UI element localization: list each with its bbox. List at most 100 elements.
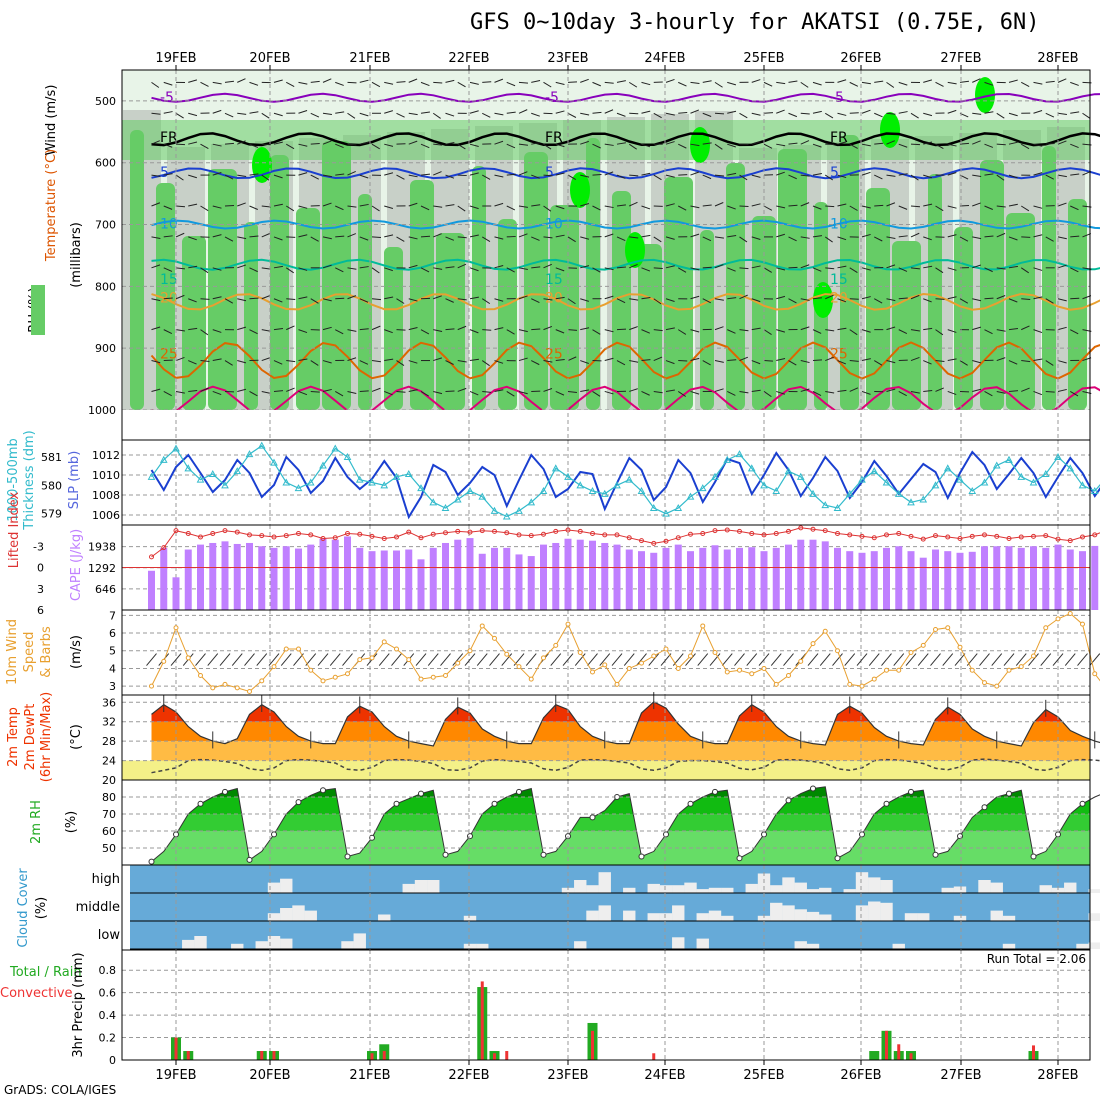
wind-barb	[494, 112, 504, 116]
cape-bar	[981, 546, 988, 610]
wind-barb	[457, 81, 466, 88]
wind-barb	[212, 358, 222, 362]
wind-barb	[825, 356, 834, 362]
cape-bar	[295, 548, 302, 610]
wind-barb	[739, 390, 749, 394]
temp-unit-label: (°C)	[69, 724, 84, 750]
cloud-row-label: middle	[76, 900, 120, 915]
wind-barb	[861, 205, 871, 209]
wind-barb	[1070, 81, 1079, 86]
wind-barb	[175, 205, 186, 208]
wind-barb	[543, 205, 552, 212]
wind-barb	[151, 236, 161, 239]
thickness-point	[662, 509, 670, 517]
wind-barb	[445, 236, 455, 241]
wind10-point	[675, 665, 681, 671]
thickness-point	[1005, 455, 1013, 463]
wind-barb	[714, 326, 724, 331]
wind-barb	[629, 388, 638, 392]
rh-green-region	[954, 227, 973, 410]
cape-bar	[785, 544, 792, 610]
precip-convective-bar	[493, 1053, 496, 1060]
wind-barb	[445, 360, 454, 365]
wind10-point	[528, 676, 534, 682]
cloud-bar-low	[1076, 943, 1089, 949]
wind10-point	[332, 674, 338, 680]
wind10-point	[541, 655, 546, 661]
wind10-point	[847, 681, 853, 687]
wind-barb	[249, 205, 258, 210]
lifted-index-point	[982, 532, 987, 538]
wind-barb	[1008, 141, 1018, 145]
lifted-index-point	[406, 529, 412, 535]
rh-green-region	[322, 141, 351, 410]
wind-barb	[984, 205, 993, 210]
pressure-tick-label: 1000	[88, 404, 116, 417]
isotherm-label: -5	[160, 90, 174, 106]
wind10-point	[724, 669, 730, 675]
wind-barb	[727, 329, 736, 334]
wind-barb	[543, 81, 552, 88]
thickness-point	[245, 450, 254, 458]
chart-title: GFS 0~10day 3-hourly for AKATSI (0.75E, …	[470, 10, 1040, 35]
wind-barb	[433, 329, 443, 332]
wind10-barb	[844, 653, 856, 666]
wind-barb	[886, 174, 896, 177]
wind-barb	[984, 173, 994, 176]
wind-barb	[776, 329, 786, 333]
rh2m-point	[222, 788, 228, 795]
wind-barb	[175, 232, 185, 238]
rh2m-point	[908, 788, 914, 795]
cape-bar	[319, 538, 327, 610]
wind-barb	[1082, 233, 1092, 238]
wind-barb	[408, 140, 418, 145]
wind-barb	[849, 205, 858, 211]
wind-barb	[874, 174, 883, 180]
wind-barb	[812, 235, 822, 238]
wind-barb	[837, 360, 847, 365]
rh-bright-spot	[813, 282, 833, 318]
temp-tick-label: 36	[102, 696, 116, 709]
wind-barb	[237, 388, 247, 392]
wind-barb	[445, 266, 455, 269]
rh2m-point	[246, 856, 253, 863]
wind-barb	[224, 80, 234, 83]
cape-bar	[393, 550, 400, 610]
wind-barb	[555, 81, 565, 86]
wind-barb	[371, 143, 380, 150]
wind-barb	[298, 81, 308, 85]
wind-barb	[212, 205, 222, 209]
lifted-index-point	[651, 540, 657, 546]
cloud-bar-middle	[267, 913, 281, 921]
wind-barb	[824, 174, 834, 181]
wind-barb	[714, 81, 723, 88]
thickness-point	[1078, 481, 1087, 489]
wind-barb	[1070, 205, 1079, 211]
cape-bar	[699, 547, 707, 610]
lifted-index-point	[479, 528, 485, 534]
wind-barb	[261, 232, 271, 238]
wind-barb	[1070, 111, 1080, 114]
thickness-point	[931, 481, 940, 489]
wind-barb	[665, 174, 675, 178]
wind-barb	[273, 328, 283, 331]
lifted-index-point	[614, 532, 620, 538]
wind-barb	[616, 266, 627, 269]
cape-tick-label: 646	[95, 583, 116, 596]
thickness-point	[147, 472, 156, 480]
wind-barb	[604, 205, 614, 209]
wind-barb	[1033, 358, 1043, 362]
wind-barb	[555, 267, 565, 272]
cape-bar	[613, 544, 621, 610]
wind-barb	[861, 296, 871, 300]
wind-barb	[665, 236, 675, 240]
thickness-point	[233, 467, 242, 475]
lifted-index-point	[602, 532, 608, 538]
wind-barb	[825, 294, 834, 300]
wind10-barb	[672, 653, 684, 666]
lifted-index-point	[418, 535, 424, 541]
wind-barb	[359, 141, 369, 145]
wind-barb	[408, 389, 418, 392]
wind-barb	[1045, 298, 1054, 304]
wind-barb	[261, 390, 271, 394]
